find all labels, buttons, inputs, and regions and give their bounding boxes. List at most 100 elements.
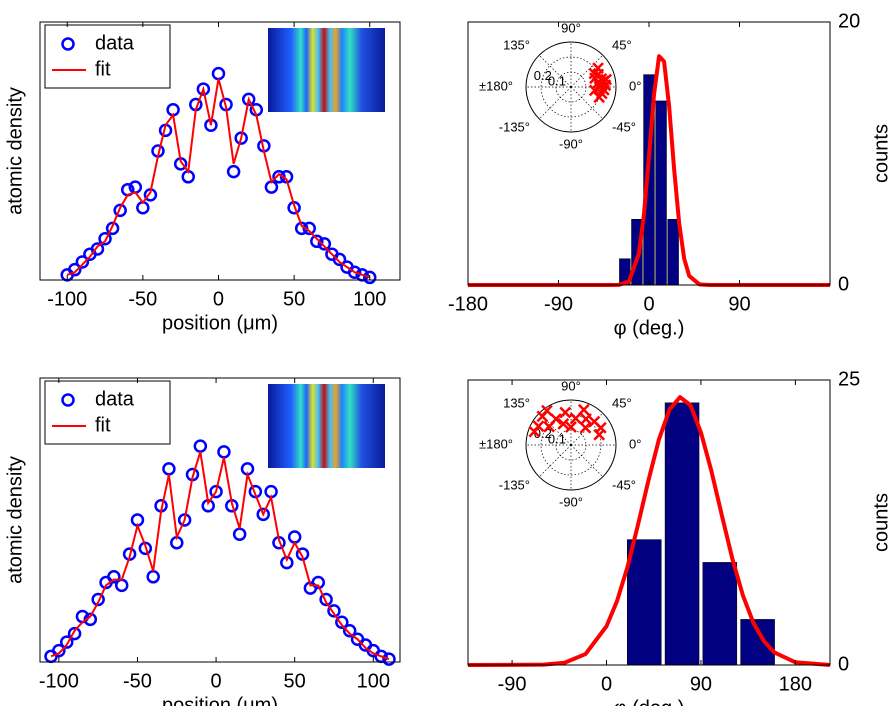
data-point <box>107 570 121 584</box>
data-point <box>98 231 112 246</box>
polar-theta-label: 90° <box>561 378 581 393</box>
polar-point <box>592 62 604 74</box>
polar-r-label: 0.1 <box>548 73 566 88</box>
polar-point <box>543 420 556 433</box>
legend-marker <box>61 393 75 407</box>
legend-marker <box>61 37 75 51</box>
y-tick-label: 0 <box>838 273 849 295</box>
fit-line <box>467 395 831 667</box>
polar-r-label: 0.1 <box>548 431 566 446</box>
polar-spoke <box>570 444 604 478</box>
fit-line <box>66 78 371 279</box>
data-point <box>335 615 349 629</box>
bar <box>627 539 662 666</box>
polar-theta-label: 45° <box>612 395 632 410</box>
polar-spoke <box>570 412 604 446</box>
polar-r-label: 0.2 <box>534 68 552 83</box>
image-inset <box>268 28 385 112</box>
y-axis-label: counts <box>870 493 892 552</box>
polar-point <box>588 84 601 97</box>
polar-spoke <box>538 412 572 446</box>
x-tick-label: 0 <box>213 288 224 310</box>
plot-frame <box>39 21 401 281</box>
data-point <box>327 604 341 618</box>
data-point <box>311 575 326 590</box>
polar-theta-label: 135° <box>503 37 530 52</box>
plot-frame <box>39 377 401 663</box>
legend-box <box>44 380 171 445</box>
x-axis-label: position (μm) <box>162 694 278 706</box>
polar-theta-label: -135° <box>499 477 530 492</box>
x-tick-label: 50 <box>284 670 306 692</box>
bar <box>667 219 679 286</box>
x-tick-label: 100 <box>357 670 390 692</box>
polar-theta-label: -90° <box>559 136 583 151</box>
polar-spoke <box>570 54 604 88</box>
data-point <box>234 131 248 145</box>
x-axis-label: φ (deg.) <box>614 317 685 339</box>
bar <box>702 562 738 666</box>
bar <box>655 100 667 286</box>
data-point <box>68 262 82 277</box>
y-tick-label: 0 <box>838 653 849 675</box>
data-point <box>162 462 176 476</box>
data-point <box>75 255 90 269</box>
y-axis-label: atomic density <box>4 456 26 584</box>
plot-frame <box>467 379 831 666</box>
x-tick-label: 90 <box>728 293 750 315</box>
data-point <box>113 203 127 218</box>
polar-theta-label: 0° <box>629 436 641 451</box>
legend-label: data <box>95 388 135 410</box>
x-tick-label: 0 <box>643 293 654 315</box>
data-point <box>91 592 105 607</box>
legend-box <box>44 24 171 89</box>
x-tick-label: 90 <box>690 673 712 695</box>
data-point <box>347 265 362 280</box>
x-axis-label: φ (deg.) <box>614 697 685 706</box>
data-point <box>105 221 120 236</box>
polar-point <box>588 67 601 80</box>
x-axis-label: position (μm) <box>162 312 278 334</box>
data-point <box>332 252 347 267</box>
data-point <box>59 635 74 649</box>
legend-label: data <box>95 32 135 54</box>
data-point <box>209 484 223 499</box>
x-tick-label: 0 <box>601 673 612 695</box>
y-axis-label: atomic density <box>4 87 26 215</box>
legend-label: fit <box>95 414 111 436</box>
polar-spoke <box>570 86 604 120</box>
polar-point <box>599 79 612 92</box>
polar-point <box>541 404 553 417</box>
fit-line <box>50 451 390 661</box>
polar-point <box>565 421 577 433</box>
polar-point <box>528 425 541 438</box>
polar-point <box>593 428 606 441</box>
image-inset <box>268 384 385 468</box>
x-tick-label: -90 <box>498 673 527 695</box>
data-point <box>226 164 241 179</box>
data-point <box>362 270 377 285</box>
polar-theta-label: 90° <box>561 20 581 35</box>
x-tick-label: -90 <box>544 293 573 315</box>
data-point <box>256 507 270 522</box>
data-point <box>67 626 82 641</box>
polar-spoke <box>538 54 572 88</box>
data-point <box>241 92 256 107</box>
data-point <box>196 82 211 96</box>
y-axis-label: counts <box>870 124 892 183</box>
x-tick-label: -100 <box>39 670 79 692</box>
x-tick-label: -100 <box>47 288 87 310</box>
data-point <box>382 652 396 666</box>
x-tick-label: 100 <box>353 288 386 310</box>
bar <box>664 402 700 666</box>
data-point <box>342 624 357 638</box>
data-point <box>90 242 105 256</box>
polar-spoke <box>538 86 572 120</box>
polar-theta-label: 0° <box>629 78 641 93</box>
polar-theta-label: -90° <box>559 494 583 509</box>
x-tick-label: 0 <box>211 670 222 692</box>
polar-point <box>579 421 592 434</box>
y-tick-label: 20 <box>838 10 860 32</box>
polar-point <box>569 412 582 425</box>
polar-theta-label: -45° <box>612 477 636 492</box>
